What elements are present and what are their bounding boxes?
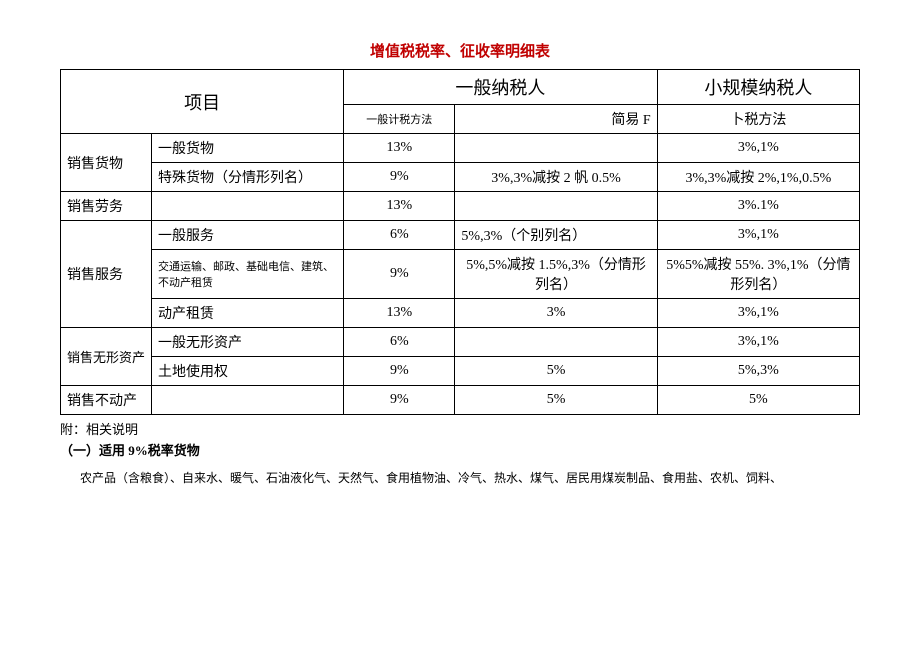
cell-small: 3%,3%减按 2%,1%,0.5% (657, 163, 859, 192)
cell-small: 3%,1% (657, 328, 859, 357)
header-general-method: 一般计税方法 (344, 105, 455, 134)
cell-simple: 3% (455, 299, 657, 328)
header-simple-left: 简易 F (455, 105, 657, 134)
cell-small: 3%.1% (657, 192, 859, 221)
table-row: 动产租赁 13% 3% 3%,1% (61, 299, 860, 328)
cell-gen: 9% (344, 386, 455, 415)
table-row: 销售服务 一般服务 6% 5%,3%（个别列名） 3%,1% (61, 221, 860, 250)
cell-small: 5%,3% (657, 357, 859, 386)
cell-small: 3%,1% (657, 221, 859, 250)
cell-simple: 5%,3%（个别列名） (455, 221, 657, 250)
cell-gen: 9% (344, 163, 455, 192)
cell-small: 3%,1% (657, 299, 859, 328)
row-label-sell-realestate: 销售不动产 (61, 386, 152, 415)
row-label-sell-labor: 销售劳务 (61, 192, 152, 221)
cell-simple (455, 134, 657, 163)
vat-rate-table: 项目 一般纳税人 小规模纳税人 一般计税方法 简易 F 卜税方法 销售货物 一般… (60, 69, 860, 415)
table-row: 交通运输、邮政、基础电信、建筑、不动产租赁 9% 5%,5%减按 1.5%,3%… (61, 250, 860, 299)
note-section1: （一）适用 9%税率货物 (60, 440, 860, 459)
cell-small: 5%5%减按 55%. 3%,1%（分情形列名） (657, 250, 859, 299)
table-row: 销售劳务 13% 3%.1% (61, 192, 860, 221)
row-label-sell-intangible: 销售无形资产 (61, 328, 152, 386)
cell-gen: 6% (344, 221, 455, 250)
cell-item: 土地使用权 (152, 357, 344, 386)
cell-small: 3%,1% (657, 134, 859, 163)
cell-item: 一般货物 (152, 134, 344, 163)
table-row: 项目 一般纳税人 小规模纳税人 (61, 70, 860, 105)
table-row: 特殊货物（分情形列名） 9% 3%,3%减按 2 帆 0.5% 3%,3%减按 … (61, 163, 860, 192)
cell-simple (455, 192, 657, 221)
cell-item: 一般服务 (152, 221, 344, 250)
cell-item: 特殊货物（分情形列名） (152, 163, 344, 192)
table-row: 土地使用权 9% 5% 5%,3% (61, 357, 860, 386)
cell-gen: 9% (344, 357, 455, 386)
page-title: 增值税税率、征收率明细表 (60, 40, 860, 61)
cell-item (152, 386, 344, 415)
table-row: 销售不动产 9% 5% 5% (61, 386, 860, 415)
header-simple-right: 卜税方法 (657, 105, 859, 134)
cell-small: 5% (657, 386, 859, 415)
table-row: 销售货物 一般货物 13% 3%,1% (61, 134, 860, 163)
cell-gen: 13% (344, 134, 455, 163)
cell-item: 交通运输、邮政、基础电信、建筑、不动产租赁 (152, 250, 344, 299)
cell-simple: 5%,5%减按 1.5%,3%（分情形列名） (455, 250, 657, 299)
cell-item (152, 192, 344, 221)
cell-item: 动产租赁 (152, 299, 344, 328)
header-small-taxpayer: 小规模纳税人 (657, 70, 859, 105)
cell-item: 一般无形资产 (152, 328, 344, 357)
note-body1: 农产品（含粮食）、自来水、暖气、石油液化气、天然气、食用植物油、冷气、热水、煤气… (80, 469, 860, 486)
cell-simple: 3%,3%减按 2 帆 0.5% (455, 163, 657, 192)
row-label-sell-goods: 销售货物 (61, 134, 152, 192)
table-row: 销售无形资产 一般无形资产 6% 3%,1% (61, 328, 860, 357)
cell-simple: 5% (455, 386, 657, 415)
row-label-sell-service: 销售服务 (61, 221, 152, 328)
cell-simple (455, 328, 657, 357)
header-project: 项目 (61, 70, 344, 134)
cell-gen: 13% (344, 299, 455, 328)
cell-gen: 13% (344, 192, 455, 221)
cell-gen: 6% (344, 328, 455, 357)
header-general-taxpayer: 一般纳税人 (344, 70, 658, 105)
note-attach: 附：相关说明 (60, 419, 860, 438)
cell-gen: 9% (344, 250, 455, 299)
cell-simple: 5% (455, 357, 657, 386)
